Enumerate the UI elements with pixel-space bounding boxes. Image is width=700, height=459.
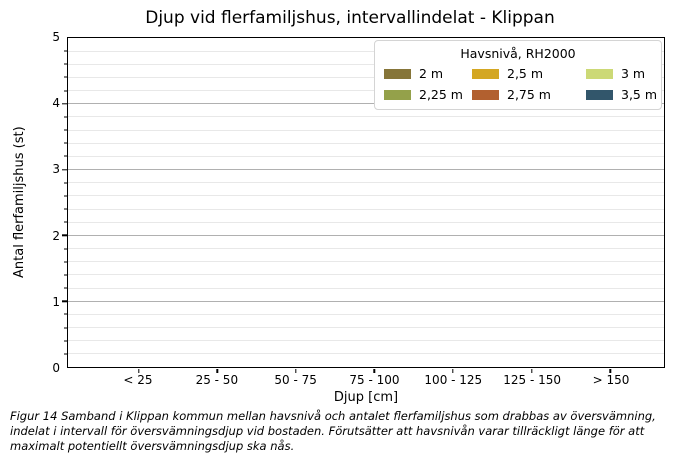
gridline-minor [68, 313, 664, 315]
chart-title: Djup vid flerfamiljshus, intervallindela… [145, 8, 555, 28]
y-tick-mark [63, 195, 67, 197]
x-tick-mark [373, 368, 376, 373]
legend-item: 2,5 m [472, 66, 586, 81]
y-tick-mark [63, 76, 67, 78]
x-tick-mark [216, 368, 219, 373]
x-tick-label: < 25 [123, 373, 153, 387]
legend-item: 2,25 m [384, 87, 472, 102]
legend-swatch [586, 68, 613, 79]
legend-swatch [586, 89, 613, 100]
x-tick-label: 75 - 100 [349, 373, 400, 387]
legend-item: 2 m [384, 66, 472, 81]
gridline-minor [68, 353, 664, 355]
legend-item: 2,75 m [472, 87, 586, 102]
gridline-minor [68, 221, 664, 223]
legend-swatch [384, 89, 411, 100]
gridline-minor [68, 50, 664, 52]
x-tick-mark [609, 368, 611, 373]
x-tick-mark [138, 368, 140, 373]
caption-line: indelat i intervall för översvämningsdju… [10, 424, 645, 438]
x-tick-mark [452, 368, 454, 373]
gridline-minor [68, 274, 664, 276]
legend: Havsnivå, RH2000 2 m 2,5 m 3 m 2,25 m 2,75 m… [374, 40, 662, 110]
y-tick-label: 2 [52, 228, 60, 243]
x-tick-label: 125 - 150 [503, 373, 562, 387]
y-tick-label: 0 [52, 361, 60, 375]
gridline-major [68, 234, 664, 236]
y-tick-mark [63, 353, 67, 355]
y-tick-labels: 0 1 2 3 4 5 [0, 30, 60, 375]
x-tick-mark [530, 368, 533, 373]
y-tick-mark [61, 103, 67, 105]
gridline-minor [68, 129, 664, 131]
legend-item: 3,5 m [586, 87, 657, 102]
gridline-minor [68, 287, 664, 289]
y-tick-mark [63, 221, 67, 223]
x-tick-label: 100 - 125 [424, 373, 483, 387]
gridline-minor [68, 182, 664, 184]
x-tick-label: > 150 [592, 373, 630, 387]
gridline-minor [68, 327, 664, 329]
legend-label: 3,5 m [621, 87, 658, 102]
y-tick-label: 3 [52, 162, 60, 177]
legend-item: 3 m [586, 66, 657, 81]
legend-label: 2,5 m [507, 66, 544, 81]
y-tick-mark [61, 300, 67, 302]
y-tick-mark [63, 313, 67, 315]
y-tick-mark [63, 340, 67, 342]
y-tick-mark [63, 116, 67, 118]
y-tick-label: 5 [52, 30, 60, 44]
x-tick-label: 50 - 75 [274, 373, 317, 387]
x-axis-label: Djup [cm] [333, 390, 399, 405]
legend-label: 2 m [419, 66, 444, 81]
y-tick-mark [63, 90, 67, 92]
y-tick-mark [63, 261, 67, 263]
y-tick-mark [63, 287, 67, 289]
gridline-major [68, 103, 664, 105]
gridline-minor [68, 208, 664, 210]
caption-line: Figur 14 Samband i Klippan kommun mellan… [10, 409, 656, 423]
legend-label: 2,75 m [507, 87, 551, 102]
legend-swatch [472, 89, 499, 100]
y-tick-mark [63, 208, 67, 210]
x-tick-labels: < 25 25 - 50 50 - 75 75 - 100 100 - 125 125 -… [67, 373, 665, 389]
x-tick-mark [295, 368, 297, 373]
gridline-minor [68, 76, 664, 78]
y-tick-label: 1 [52, 294, 60, 309]
y-tick-mark [61, 234, 67, 237]
y-tick-mark [63, 182, 67, 184]
legend-swatch [384, 68, 411, 79]
gridline-minor [68, 63, 664, 65]
y-tick-mark [63, 248, 67, 250]
caption-line: maximalt potentiellt översvämningsdjup s… [10, 439, 295, 453]
gridline-minor [68, 340, 664, 342]
gridline-major [68, 169, 664, 171]
legend-label: 2,25 m [419, 87, 463, 102]
y-tick-mark [63, 129, 67, 131]
y-tick-label: 4 [52, 96, 60, 111]
gridline-minor [68, 116, 664, 118]
y-tick-mark [63, 50, 67, 52]
figure-caption: Figur 14 Samband i Klippan kommun mellan… [10, 409, 690, 454]
y-tick-mark [61, 168, 67, 171]
y-tick-mark [63, 63, 67, 65]
legend-swatch [472, 68, 499, 79]
y-tick-mark [63, 142, 67, 144]
gridline-minor [68, 261, 664, 263]
y-tick-mark [63, 155, 67, 157]
gridline-minor [68, 90, 664, 92]
gridline-minor [68, 155, 664, 157]
gridline-minor [68, 248, 664, 250]
gridline-major [68, 300, 664, 302]
gridline-minor [68, 142, 664, 144]
y-tick-mark [63, 327, 67, 329]
y-tick-mark [63, 274, 67, 276]
legend-label: 3 m [621, 66, 646, 81]
legend-grid: 2 m 2,5 m 3 m 2,25 m 2,75 m 3,5 m [384, 66, 657, 102]
legend-title: Havsnivå, RH2000 [460, 46, 576, 61]
x-tick-label: 25 - 50 [195, 373, 239, 387]
gridline-minor [68, 195, 664, 197]
